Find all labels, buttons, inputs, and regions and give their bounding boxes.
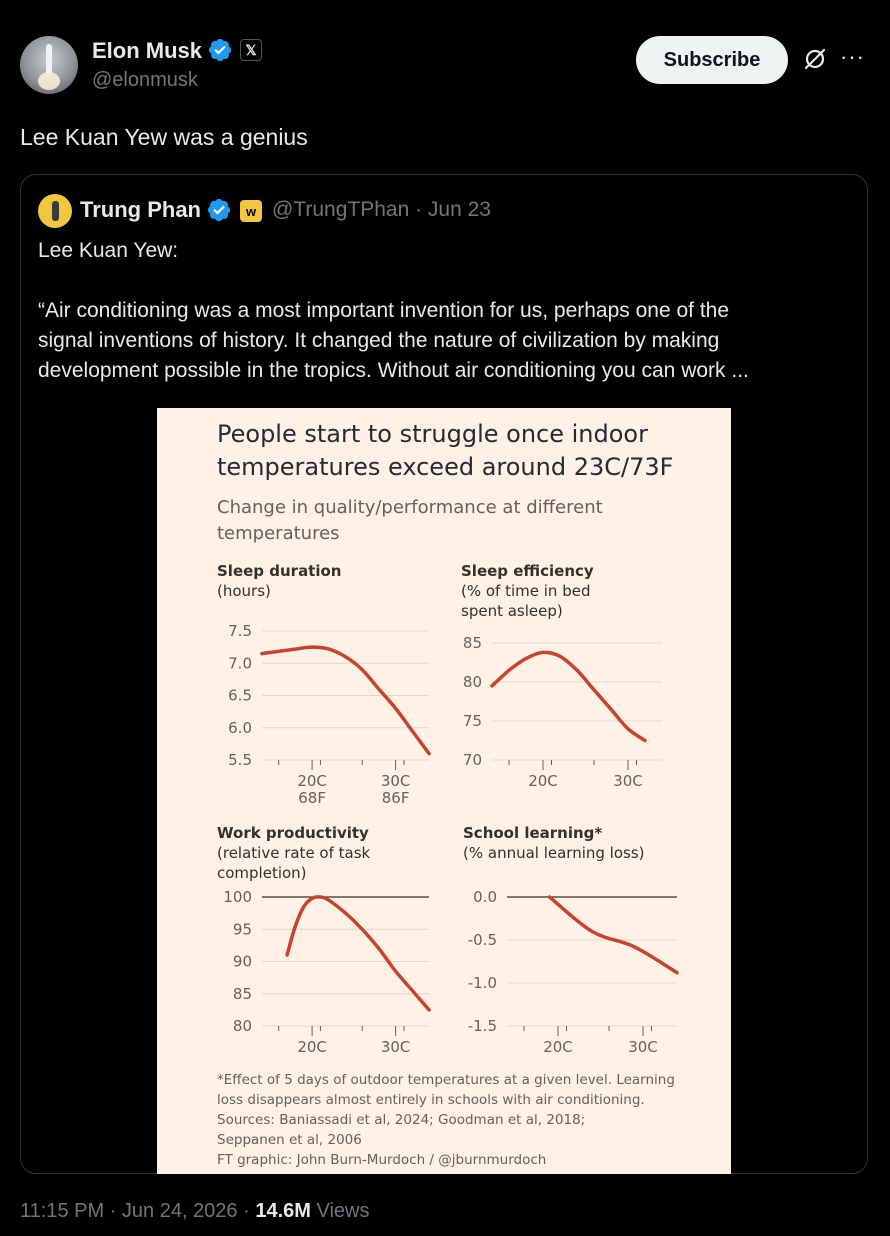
x-tick-label: 20C <box>528 772 558 790</box>
panel-unit-label: (relative rate of task <box>217 844 371 862</box>
x-tick-label: 20C <box>297 1038 327 1056</box>
quoted-line: Lee Kuan Yew: <box>38 239 179 262</box>
y-tick-label: 75 <box>463 712 482 730</box>
y-tick-label: 80 <box>463 673 482 691</box>
y-tick-label: 90 <box>233 953 252 971</box>
y-tick-label: -1.0 <box>468 974 497 992</box>
quoted-line: “Air conditioning was a most important i… <box>38 299 730 322</box>
y-tick-label: 95 <box>233 920 252 938</box>
quoted-handle-date[interactable]: @TrungTPhan · Jun 23 <box>272 198 491 221</box>
views-label: Views <box>310 1200 370 1222</box>
panel-unit-label: (hours) <box>217 582 271 600</box>
panel-unit-label: spent asleep) <box>461 602 563 620</box>
panel-title: School learning* <box>463 824 602 842</box>
views-count: 14.6M <box>255 1200 311 1222</box>
panel-unit-label: (% of time in bed <box>461 582 590 600</box>
author-handle[interactable]: @elonmusk <box>92 69 198 91</box>
data-line-series <box>547 895 679 975</box>
chart-image[interactable]: People start to struggle once indoor tem… <box>157 408 731 1174</box>
figure-source: Seppanen et al, 2006 <box>217 1132 362 1148</box>
tweet-meta: 11:15 PM · Jun 24, 2026 · 14.6M Views <box>20 1200 369 1223</box>
verified-badge-icon <box>208 38 232 62</box>
panel-unit-label: (% annual learning loss) <box>463 844 645 862</box>
y-tick-label: 7.0 <box>228 654 252 672</box>
figure-credit: FT graphic: John Burn-Murdoch / @jburnmu… <box>217 1152 546 1168</box>
more-options-icon[interactable]: ··· <box>840 44 865 69</box>
y-tick-label: 6.5 <box>228 687 252 705</box>
tweet-text: Lee Kuan Yew was a genius <box>20 124 308 150</box>
figure-subtitle-line: Change in quality/performance at differe… <box>217 497 603 518</box>
chart-svg: People start to struggle once indoor tem… <box>217 420 679 1168</box>
y-tick-label: 85 <box>463 634 482 652</box>
figure-title-line: temperatures exceed around 23C/73F <box>217 453 673 481</box>
figure-title-line: People start to struggle once indoor <box>217 420 648 448</box>
data-line-series <box>260 645 431 756</box>
panel-title: Sleep efficiency <box>461 562 594 580</box>
x-tick-label: 30C <box>628 1038 658 1056</box>
figure-subtitle-line: temperatures <box>217 523 340 544</box>
quoted-author-avatar[interactable] <box>38 194 72 228</box>
figure-footnote: *Effect of 5 days of outdoor temperature… <box>217 1072 675 1088</box>
quoted-affiliate-badge-icon: w <box>240 200 262 222</box>
x-tick-label: 30C <box>381 1038 411 1056</box>
quoted-line: signal inventions of history. It changed… <box>38 329 720 352</box>
x-tick-label-fahrenheit: 86F <box>382 789 410 807</box>
y-tick-label: 100 <box>223 888 252 906</box>
y-tick-label: 70 <box>463 751 482 769</box>
author-name[interactable]: Elon Musk <box>92 38 203 63</box>
tweet-timestamp[interactable]: 11:15 PM · Jun 24, 2026 · <box>20 1200 256 1222</box>
x-tick-label-fahrenheit: 68F <box>298 789 326 807</box>
x-tick-label: 30C <box>381 772 411 790</box>
quoted-verified-badge-icon <box>207 198 231 222</box>
data-line-series <box>490 650 647 743</box>
y-tick-label: 5.5 <box>228 751 252 769</box>
x-tick-label: 20C <box>297 772 327 790</box>
x-org-badge-icon: 𝕏 <box>240 39 262 61</box>
panel-title: Sleep duration <box>217 562 341 580</box>
quoted-author-name[interactable]: Trung Phan <box>80 197 201 222</box>
quoted-tweet-text: Lee Kuan Yew: “Air conditioning was a mo… <box>38 236 838 386</box>
subscribe-button[interactable]: Subscribe <box>636 36 788 84</box>
y-tick-label: -0.5 <box>468 931 497 949</box>
panel-unit-label: completion) <box>217 864 307 882</box>
y-tick-label: 85 <box>233 985 252 1003</box>
y-tick-label: 80 <box>233 1017 252 1035</box>
x-tick-label: 20C <box>543 1038 573 1056</box>
y-tick-label: 6.0 <box>228 719 252 737</box>
figure-source: Sources: Baniassadi et al, 2024; Goodman… <box>217 1112 585 1128</box>
y-tick-label: 7.5 <box>228 622 252 640</box>
grok-icon[interactable] <box>802 46 828 72</box>
quoted-line: development possible in the tropics. Wit… <box>38 359 749 382</box>
y-tick-label: 0.0 <box>473 888 497 906</box>
author-avatar[interactable] <box>20 36 78 94</box>
panel-title: Work productivity <box>217 824 369 842</box>
y-tick-label: -1.5 <box>468 1017 497 1035</box>
x-tick-label: 30C <box>613 772 643 790</box>
figure-footnote: loss disappears almost entirely in schoo… <box>217 1092 645 1108</box>
data-line-series <box>285 895 431 1012</box>
